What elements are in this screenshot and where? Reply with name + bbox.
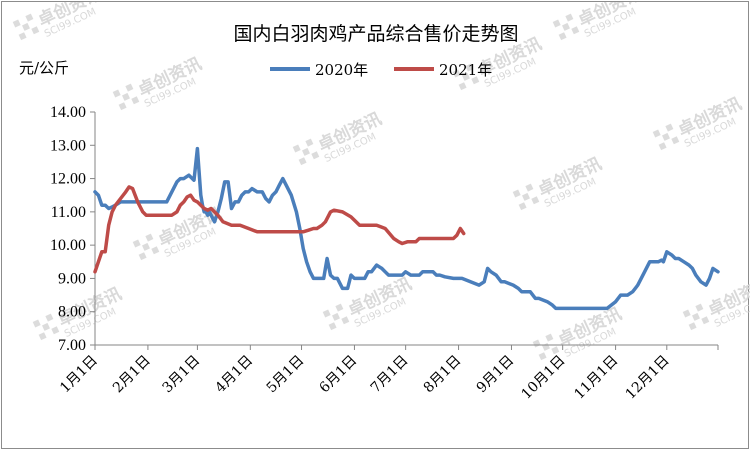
series-lines [93,146,720,311]
y-tick-label: 9.00 [58,270,86,287]
y-tick-label: 14.00 [50,104,86,121]
series-line-2021 [93,185,466,274]
y-tick-label: 13.00 [50,137,86,154]
x-tick-label: 9月1日 [474,353,518,397]
x-tick-label: 3月1日 [160,353,204,397]
x-tick-label: 1月1日 [57,353,101,397]
y-tick-label: 12.00 [50,171,86,188]
y-axis-unit-label: 元/公斤 [19,59,69,77]
x-tick-label: 5月1日 [264,353,308,397]
legend: 2020年 2021年 [270,61,492,79]
axes [94,112,718,346]
chart-title: 国内白羽肉鸡产品综合售价走势图 [233,23,518,45]
watermark-layer: 卓创资讯SCI99.COM卓创资讯SCI99.COM卓创资讯SCI99.COM卓… [12,2,750,361]
x-tick-label: 11月1日 [571,353,621,403]
x-tick-label: 6月1日 [317,353,361,397]
x-tick-label: 12月1日 [623,353,673,403]
x-tick-label: 4月1日 [212,353,256,397]
x-tick-label: 7月1日 [368,353,412,397]
y-tick-label: 11.00 [51,204,86,221]
x-tick-label: 8月1日 [421,353,465,397]
x-tick-label: 10月1日 [518,353,568,403]
legend-label-2020: 2020年 [315,61,368,79]
legend-label-2021: 2021年 [439,61,492,79]
x-tick-label: 2月1日 [110,353,154,397]
y-tick-label: 10.00 [50,237,86,254]
y-tick-label: 8.00 [58,304,86,321]
series-line-2020 [93,146,720,311]
x-axis-ticks: 1月1日 2月1日 3月1日 4月1日 5月1日 6月1日 7月1日 8月1日 9月1日 10月1… [57,345,719,403]
y-tick-label: 7.00 [58,337,86,354]
y-axis-ticks: 7.00 8.00 9.00 10.00 11.00 12.00 13.00 14.00 [50,104,95,354]
